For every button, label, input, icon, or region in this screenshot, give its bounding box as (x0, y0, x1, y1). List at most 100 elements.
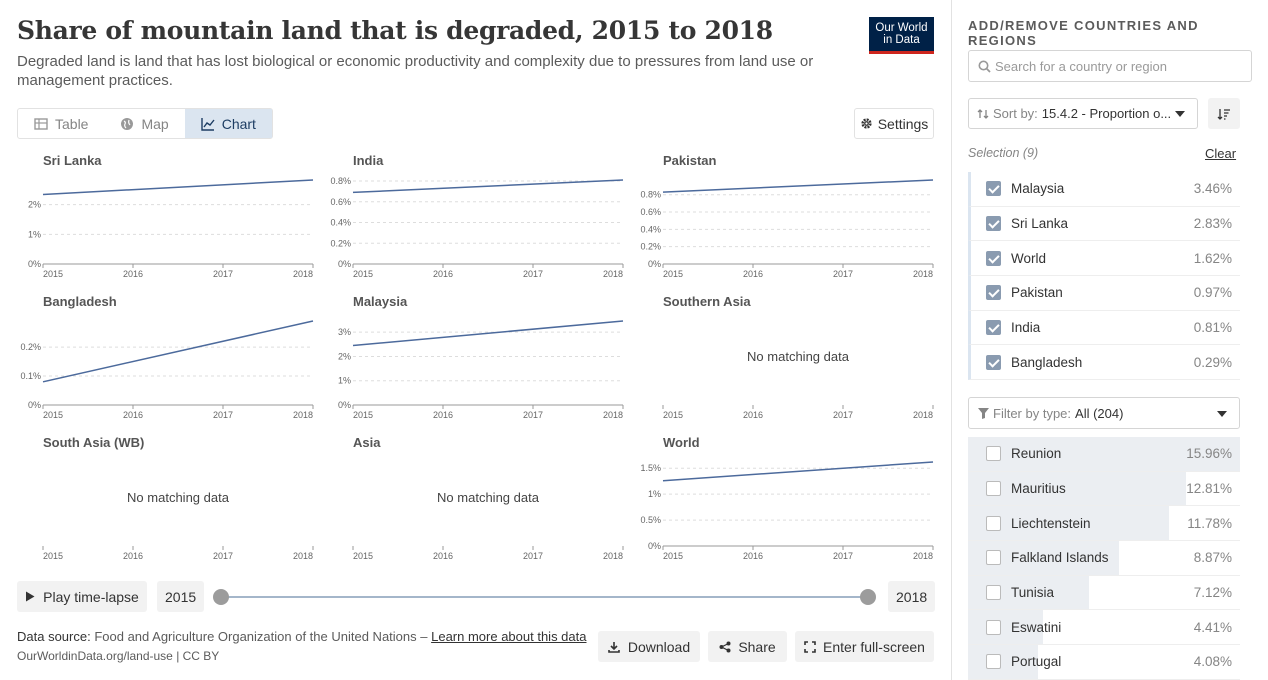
panel-title: South Asia (WB) (43, 435, 144, 450)
checkbox-checked[interactable] (986, 320, 1001, 336)
item-name: Sri Lanka (1011, 216, 1069, 232)
settings-button[interactable]: Settings (854, 108, 934, 139)
selected-item-world[interactable]: World 1.62% (968, 241, 1240, 277)
sort-dropdown[interactable]: Sort by: 15.4.2 - Proportion o... (968, 98, 1198, 129)
available-entities-list: Reunion 15.96% Mauritius 12.81% Liechtenstei… (968, 437, 1240, 680)
y-tick-label: 0.6% (640, 207, 661, 217)
learn-more-link[interactable]: Learn more about this data (431, 629, 587, 644)
selected-item-bangladesh[interactable]: Bangladesh 0.29% (968, 345, 1240, 381)
item-name: Liechtenstein (1011, 515, 1091, 531)
x-tick-label: 2016 (123, 410, 143, 420)
chevron-down-icon (1217, 411, 1227, 417)
item-value: 15.96% (1186, 446, 1232, 462)
panel-title: Southern Asia (663, 294, 751, 309)
item-value: 7.12% (1193, 585, 1232, 601)
owid-logo[interactable]: Our World in Data (869, 17, 934, 54)
checkbox-checked[interactable] (986, 285, 1001, 301)
item-name: Mauritius (1011, 481, 1066, 497)
start-year-box[interactable]: 2015 (157, 581, 205, 612)
x-tick-label: 2017 (213, 551, 233, 561)
x-tick-label: 2015 (663, 551, 683, 561)
sort-descending-icon (1217, 109, 1230, 120)
checkbox-checked[interactable] (986, 216, 1001, 232)
source-text: Food and Agriculture Organization of the… (94, 629, 417, 644)
series-line (662, 461, 934, 482)
panel-title: Asia (353, 435, 381, 450)
item-value: 1.62% (1193, 250, 1232, 266)
search-input[interactable]: Search for a country or region (968, 50, 1252, 82)
entity-item[interactable]: Portugal 4.08% (968, 645, 1240, 680)
x-tick-label: 2018 (603, 551, 623, 561)
timeline-track[interactable] (221, 596, 868, 598)
entity-item[interactable]: Eswatini 4.41% (968, 610, 1240, 646)
x-tick-label: 2016 (123, 269, 143, 279)
selected-item-malaysia[interactable]: Malaysia 3.46% (968, 172, 1240, 207)
x-tick-label: 2016 (743, 269, 763, 279)
selected-item-pakistan[interactable]: Pakistan 0.97% (968, 276, 1240, 311)
logo-line-2: in Data (883, 34, 920, 46)
checkbox-unchecked[interactable] (986, 446, 1001, 462)
entity-item[interactable]: Liechtenstein 11.78% (968, 506, 1240, 542)
x-tick-label: 2015 (663, 410, 683, 420)
series-line (352, 320, 624, 347)
checkbox-unchecked[interactable] (986, 550, 1001, 566)
share-button[interactable]: Share (708, 631, 787, 662)
checkbox-unchecked[interactable] (986, 619, 1001, 635)
checkbox-unchecked[interactable] (986, 654, 1001, 670)
entity-item[interactable]: Falkland Islands 8.87% (968, 541, 1240, 576)
filter-type-dropdown[interactable]: Filter by type: All (204) (968, 397, 1240, 429)
panel-title: Bangladesh (43, 294, 117, 309)
y-tick-label: 0% (28, 400, 41, 410)
no-data-message: No matching data (127, 490, 230, 505)
checkbox-checked[interactable] (986, 181, 1001, 197)
y-tick-label: 1.5% (640, 463, 661, 473)
checkbox-unchecked[interactable] (986, 515, 1001, 531)
checkbox-checked[interactable] (986, 354, 1001, 370)
share-label: Share (738, 638, 776, 655)
x-tick-label: 2017 (833, 551, 853, 561)
selected-item-sri-lanka[interactable]: Sri Lanka 2.83% (968, 206, 1240, 242)
checkbox-unchecked[interactable] (986, 585, 1001, 601)
timeline-end-handle[interactable] (860, 589, 876, 605)
item-name: Falkland Islands (1011, 550, 1109, 566)
tab-table[interactable]: Table (18, 109, 104, 138)
tab-map[interactable]: Map (104, 109, 184, 138)
y-tick-label: 2% (28, 200, 41, 210)
settings-label: Settings (877, 115, 929, 132)
checkbox-unchecked[interactable] (986, 481, 1001, 497)
entity-item[interactable]: Mauritius 12.81% (968, 471, 1240, 507)
series-line (42, 320, 314, 383)
y-tick-label: 0.4% (330, 218, 351, 228)
main-panel: Share of mountain land that is degraded,… (17, 16, 937, 663)
clear-selection-button[interactable]: Clear (1205, 146, 1237, 161)
entity-item[interactable]: Reunion 15.96% (968, 437, 1240, 472)
sort-arrows-icon (977, 109, 989, 119)
small-multiples-chart: Sri Lanka 0% 1% 2% 2015 2016 2017 2018 India 0% 0.… (20, 153, 934, 561)
tab-chart[interactable]: Chart (184, 109, 272, 138)
play-icon (26, 591, 35, 602)
search-placeholder: Search for a country or region (995, 58, 1167, 74)
play-timelapse-button[interactable]: Play time-lapse (17, 581, 147, 612)
entity-item[interactable]: Tunisia 7.12% (968, 575, 1240, 611)
selected-item-india[interactable]: India 0.81% (968, 310, 1240, 346)
timeline-start-handle[interactable] (213, 589, 229, 605)
y-tick-label: 0.4% (640, 224, 661, 234)
end-year-box[interactable]: 2018 (888, 581, 936, 612)
search-icon (978, 60, 991, 73)
x-tick-label: 2015 (43, 269, 63, 279)
x-tick-label: 2017 (833, 410, 853, 420)
x-tick-label: 2015 (353, 269, 373, 279)
panel-title: Sri Lanka (43, 153, 102, 168)
download-button[interactable]: Download (598, 631, 700, 662)
y-tick-label: 0% (338, 259, 351, 269)
x-tick-label: 2017 (523, 551, 543, 561)
license-url[interactable]: OurWorldinData.org/land-use | CC BY (17, 649, 220, 663)
checkbox-checked[interactable] (986, 250, 1001, 266)
fullscreen-button[interactable]: Enter full-screen (795, 631, 934, 662)
selection-count: Selection (9) (968, 146, 1039, 160)
tab-table-label: Table (55, 115, 89, 132)
sort-direction-button[interactable] (1208, 98, 1240, 129)
share-icon (719, 641, 731, 652)
timeline-controls: Play time-lapse 2015 2018 (17, 581, 937, 612)
no-data-message: No matching data (747, 349, 850, 364)
